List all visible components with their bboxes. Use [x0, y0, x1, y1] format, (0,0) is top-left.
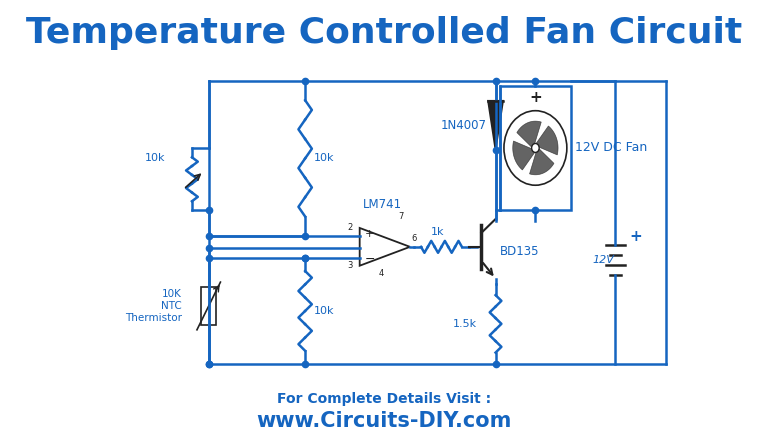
Polygon shape	[517, 121, 541, 147]
Text: For Complete Details Visit :: For Complete Details Visit :	[277, 392, 491, 406]
Bar	[201, 287, 217, 325]
Text: www.Circuits-DIY.com: www.Circuits-DIY.com	[257, 411, 511, 431]
Text: 4: 4	[378, 269, 383, 278]
Text: +: +	[365, 229, 374, 239]
Polygon shape	[529, 149, 554, 175]
Text: +: +	[529, 90, 541, 105]
Text: 1N4007: 1N4007	[441, 119, 487, 132]
Text: 2: 2	[348, 224, 353, 232]
Text: 10k: 10k	[313, 306, 334, 316]
Text: 12V DC Fan: 12V DC Fan	[575, 141, 647, 154]
Circle shape	[531, 144, 539, 152]
Text: 10k: 10k	[313, 153, 334, 164]
Text: 1k: 1k	[431, 227, 444, 237]
Text: −: −	[365, 253, 376, 266]
Text: LM741: LM741	[362, 198, 402, 210]
Text: BD135: BD135	[500, 245, 539, 258]
Text: 6: 6	[412, 234, 417, 244]
Text: 7: 7	[399, 212, 404, 221]
Text: +: +	[629, 229, 642, 244]
Polygon shape	[536, 126, 558, 155]
Text: 3: 3	[348, 261, 353, 270]
Polygon shape	[513, 141, 535, 170]
Text: 12V: 12V	[592, 255, 614, 265]
Text: Temperature Controlled Fan Circuit: Temperature Controlled Fan Circuit	[26, 16, 742, 50]
Text: 10K
NTC
Thermistor: 10K NTC Thermistor	[125, 289, 182, 324]
Text: 1.5k: 1.5k	[453, 319, 477, 329]
Polygon shape	[488, 101, 503, 150]
Text: 10k: 10k	[144, 153, 165, 164]
Bar	[500, 86, 571, 210]
